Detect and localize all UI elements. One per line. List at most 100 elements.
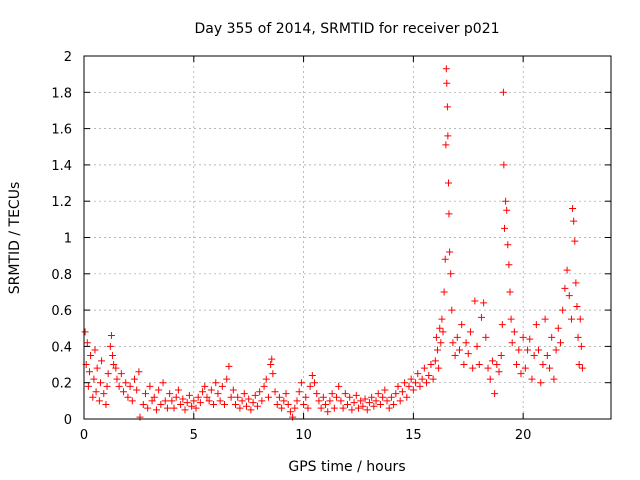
data-point xyxy=(552,346,560,354)
data-point xyxy=(412,379,420,387)
data-point xyxy=(372,397,380,405)
data-point xyxy=(443,103,451,111)
data-point xyxy=(196,399,204,407)
data-point xyxy=(328,390,336,398)
data-point xyxy=(508,339,516,347)
data-point xyxy=(293,397,301,405)
data-point xyxy=(333,393,341,401)
data-point xyxy=(317,404,325,412)
data-point xyxy=(379,393,387,401)
data-point xyxy=(324,408,332,416)
data-point xyxy=(146,382,154,390)
data-point xyxy=(572,279,580,287)
data-point xyxy=(190,397,198,405)
data-point xyxy=(350,399,358,407)
data-point xyxy=(515,346,523,354)
data-point xyxy=(537,379,545,387)
data-point xyxy=(110,361,118,369)
data-point xyxy=(185,391,193,399)
data-point xyxy=(510,328,518,336)
data-point xyxy=(103,382,111,390)
data-point xyxy=(337,397,345,405)
data-point xyxy=(291,404,299,412)
data-point xyxy=(473,342,481,350)
data-point xyxy=(471,297,479,305)
data-point xyxy=(183,399,191,407)
data-point xyxy=(500,161,508,169)
data-point xyxy=(398,388,406,396)
data-point xyxy=(482,333,490,341)
data-point xyxy=(83,339,91,347)
data-point xyxy=(315,397,323,405)
data-point xyxy=(260,382,268,390)
data-point xyxy=(168,397,176,405)
data-point xyxy=(152,406,160,414)
data-point xyxy=(394,382,402,390)
data-point xyxy=(210,400,218,408)
data-point xyxy=(357,397,365,405)
data-point xyxy=(502,197,510,205)
data-point xyxy=(548,333,556,341)
data-point xyxy=(136,413,144,421)
x-tick-label: 5 xyxy=(190,428,198,443)
data-point xyxy=(271,388,279,396)
data-point xyxy=(554,324,562,332)
y-tick-label: 1.8 xyxy=(51,86,72,101)
data-point xyxy=(199,388,207,396)
data-point xyxy=(503,206,511,214)
data-point xyxy=(446,248,454,256)
data-point xyxy=(374,390,382,398)
data-point xyxy=(117,370,125,378)
data-point xyxy=(166,390,174,398)
data-point xyxy=(451,351,459,359)
data-point xyxy=(102,400,110,408)
data-point xyxy=(113,375,121,383)
data-point xyxy=(504,241,512,249)
data-point xyxy=(240,390,248,398)
data-point xyxy=(326,397,334,405)
data-point xyxy=(247,406,255,414)
data-point xyxy=(223,375,231,383)
x-tick-label: 20 xyxy=(515,428,532,443)
data-point xyxy=(107,332,115,340)
data-point xyxy=(559,306,567,314)
data-point xyxy=(139,400,147,408)
data-point xyxy=(234,393,242,401)
data-point xyxy=(519,333,527,341)
data-point xyxy=(96,379,104,387)
x-tick-label: 15 xyxy=(405,428,422,443)
data-point xyxy=(435,364,443,372)
data-point xyxy=(477,313,485,321)
y-tick-label: 1.6 xyxy=(51,123,72,138)
data-point xyxy=(133,386,141,394)
data-point xyxy=(238,397,246,405)
data-point xyxy=(275,393,283,401)
data-point xyxy=(486,375,494,383)
data-point xyxy=(124,393,132,401)
data-point xyxy=(104,370,112,378)
data-point xyxy=(302,393,310,401)
data-point xyxy=(405,382,413,390)
data-point xyxy=(236,404,244,412)
data-point xyxy=(81,328,89,336)
data-point xyxy=(532,321,540,329)
data-point xyxy=(550,375,558,383)
data-point xyxy=(363,406,371,414)
data-point xyxy=(370,402,378,410)
data-point xyxy=(535,346,543,354)
data-point xyxy=(112,364,120,372)
data-point xyxy=(319,393,327,401)
data-point xyxy=(201,382,209,390)
data-point xyxy=(517,370,525,378)
data-point xyxy=(89,393,97,401)
data-point xyxy=(216,397,224,405)
data-point xyxy=(448,306,456,314)
data-point xyxy=(163,404,171,412)
data-point xyxy=(513,361,521,369)
data-point xyxy=(194,393,202,401)
data-point xyxy=(232,400,240,408)
data-point xyxy=(556,339,564,347)
x-tick-label: 10 xyxy=(295,428,312,443)
data-point xyxy=(203,393,211,401)
data-point xyxy=(439,328,447,336)
